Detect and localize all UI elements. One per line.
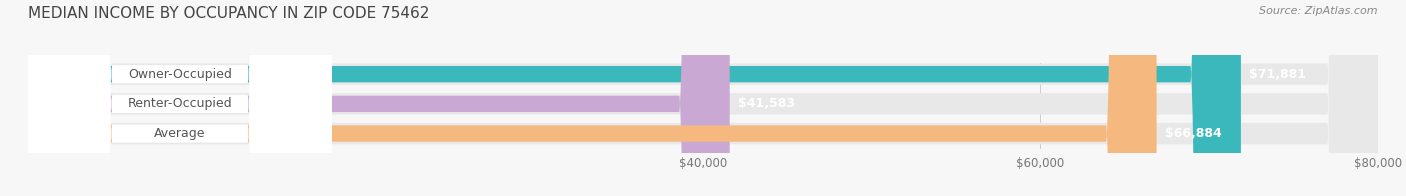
- FancyBboxPatch shape: [28, 0, 332, 196]
- FancyBboxPatch shape: [28, 0, 332, 196]
- Text: Average: Average: [155, 127, 205, 140]
- Text: Owner-Occupied: Owner-Occupied: [128, 68, 232, 81]
- FancyBboxPatch shape: [28, 0, 1378, 196]
- FancyBboxPatch shape: [28, 0, 1157, 196]
- FancyBboxPatch shape: [28, 0, 1241, 196]
- Text: $41,583: $41,583: [738, 97, 796, 110]
- FancyBboxPatch shape: [28, 0, 730, 196]
- Text: Source: ZipAtlas.com: Source: ZipAtlas.com: [1260, 6, 1378, 16]
- FancyBboxPatch shape: [28, 0, 332, 196]
- Text: $66,884: $66,884: [1166, 127, 1222, 140]
- Text: $71,881: $71,881: [1250, 68, 1306, 81]
- FancyBboxPatch shape: [28, 0, 1378, 196]
- Text: Renter-Occupied: Renter-Occupied: [128, 97, 232, 110]
- FancyBboxPatch shape: [28, 0, 1378, 196]
- Text: MEDIAN INCOME BY OCCUPANCY IN ZIP CODE 75462: MEDIAN INCOME BY OCCUPANCY IN ZIP CODE 7…: [28, 6, 429, 21]
